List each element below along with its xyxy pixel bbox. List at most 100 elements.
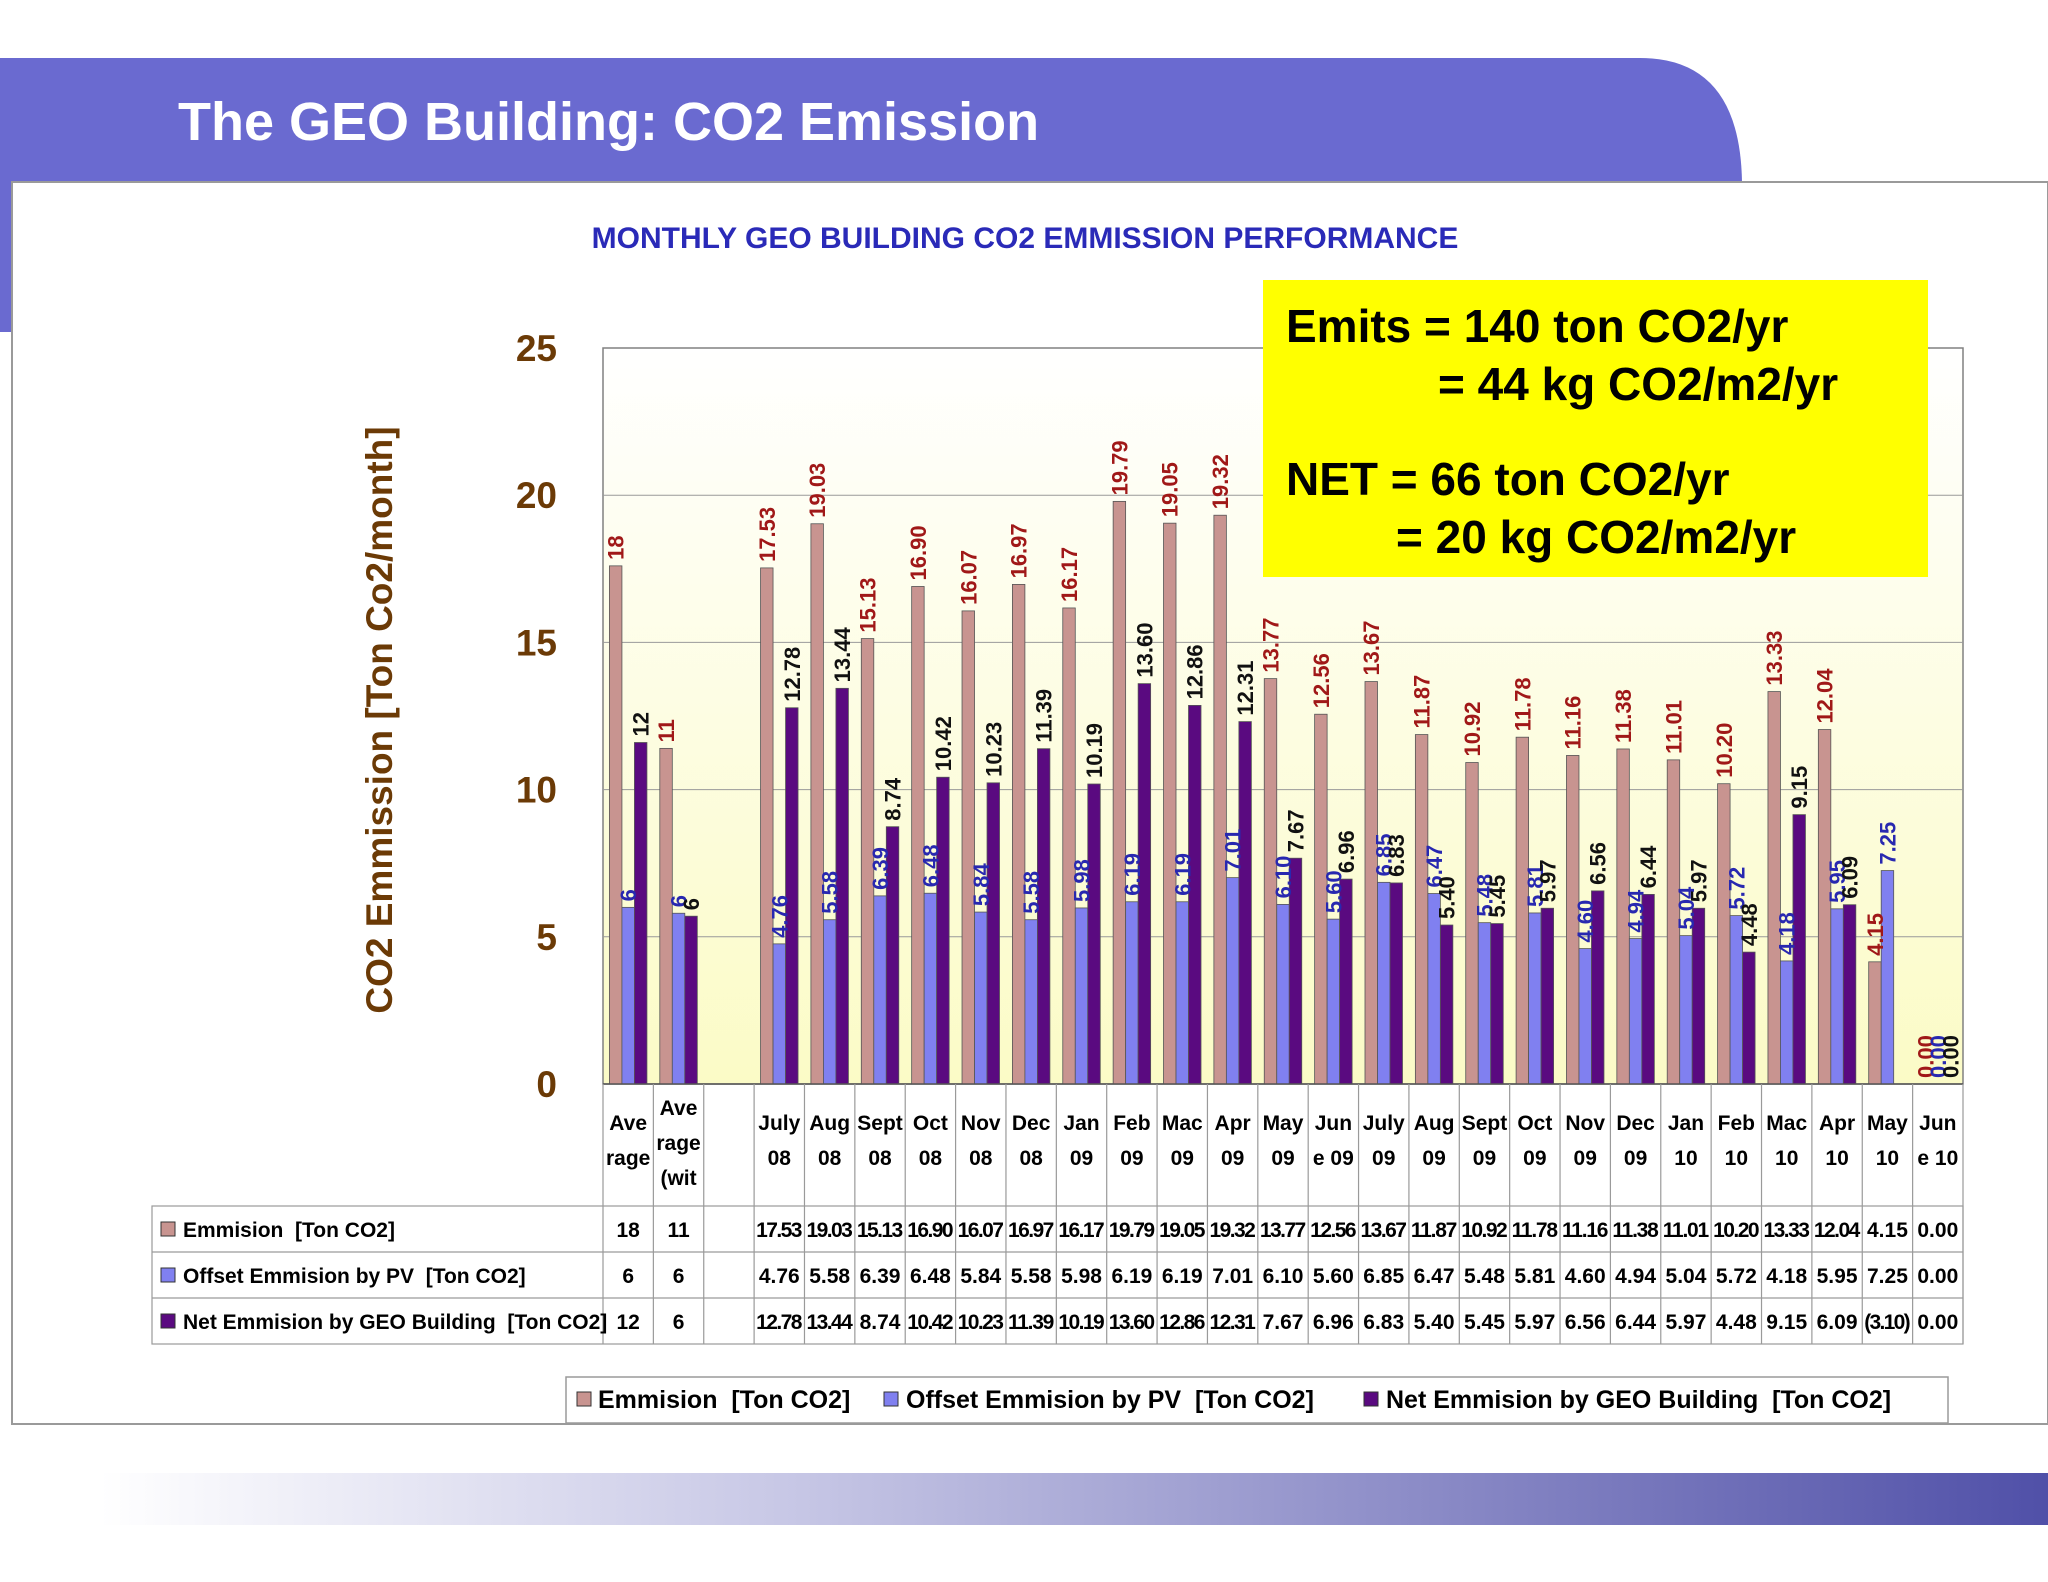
table-cell: 13.60 — [1109, 1311, 1155, 1334]
offset-bar-label: 6.47 — [1422, 845, 1447, 888]
category-label: 09 — [1120, 1147, 1143, 1170]
table-row-swatch — [160, 1221, 176, 1237]
table-cell: 6.10 — [1263, 1265, 1304, 1288]
emission-bar-label: 11.16 — [1561, 696, 1586, 750]
category-label: Oct — [1517, 1112, 1552, 1135]
net-bar-label: 5.97 — [1686, 859, 1711, 902]
callout-line-2: = 44 kg CO2/m2/yr — [1438, 358, 1838, 410]
table-cell: 10.92 — [1461, 1219, 1507, 1242]
category-label: Nov — [1565, 1112, 1605, 1135]
callout-line-3: NET = 66 ton CO2/yr — [1286, 453, 1730, 505]
category-label: Mac — [1162, 1112, 1203, 1135]
emission-bar — [1414, 734, 1429, 1085]
offset-bar-label: 5.60 — [1321, 870, 1346, 913]
emission-bar — [1213, 514, 1227, 1085]
emission-bar-label: 16.07 — [956, 550, 981, 605]
table-cell: 4.18 — [1766, 1265, 1807, 1288]
category-label: Dec — [1616, 1112, 1655, 1135]
table-cell: 5.60 — [1313, 1265, 1354, 1288]
table-cell: 11.38 — [1612, 1219, 1659, 1242]
table-cell: 4.48 — [1716, 1311, 1757, 1334]
table-cell: 6 — [622, 1265, 634, 1288]
category-label: 10 — [1674, 1147, 1697, 1170]
net-bar-label: 12.31 — [1233, 661, 1258, 716]
legend-label-offset: Offset Emmision by PV [Ton CO2] — [906, 1386, 1314, 1414]
net-bar-label: 9.15 — [1787, 766, 1812, 809]
table-cell: 19.79 — [1109, 1219, 1155, 1242]
net-bar — [936, 776, 950, 1085]
emission-bar — [961, 610, 975, 1085]
category-label: July — [1363, 1112, 1405, 1135]
offset-bar — [1830, 908, 1844, 1085]
net-bar-label: 5.45 — [1485, 875, 1510, 918]
net-bar-label: 6.44 — [1636, 845, 1661, 889]
net-bar-label: 4.48 — [1737, 903, 1762, 946]
table-cell: 6.56 — [1565, 1311, 1606, 1334]
net-bar — [1842, 904, 1857, 1085]
net-bar — [1742, 951, 1756, 1085]
table-cell: 5.81 — [1514, 1265, 1555, 1288]
legend-box — [565, 1376, 1949, 1424]
y-tick-label: 5 — [536, 917, 557, 958]
offset-bar — [1528, 912, 1542, 1085]
offset-bar-label: 4.76 — [767, 895, 792, 938]
emission-bar — [1062, 607, 1076, 1085]
category-label: Feb — [1113, 1112, 1150, 1135]
emission-bar-label: 11.78 — [1510, 677, 1535, 731]
table-cell: 16.97 — [1008, 1219, 1054, 1242]
category-label: 09 — [1221, 1147, 1244, 1170]
category-label: rage — [606, 1147, 650, 1170]
chart-title: MONTHLY GEO BUILDING CO2 EMMISSION PERFO… — [592, 222, 1459, 255]
offset-bar — [1125, 901, 1139, 1085]
emission-bar — [1717, 783, 1731, 1085]
category-label: Oct — [913, 1112, 948, 1135]
category-label: 09 — [1171, 1147, 1194, 1170]
net-bar — [1389, 882, 1403, 1085]
emission-bar-label: 19.05 — [1158, 462, 1183, 517]
offset-bar — [1074, 907, 1089, 1085]
table-cell: 6.48 — [910, 1265, 951, 1288]
emission-bar — [1364, 681, 1378, 1085]
table-row-label: Net Emmision by GEO Building [Ton CO2] — [183, 1311, 607, 1334]
category-label: Apr — [1215, 1112, 1251, 1135]
table-cell: 6 — [673, 1265, 685, 1288]
net-bar-label: 13.60 — [1132, 623, 1157, 678]
emission-bar-label: 17.53 — [755, 507, 780, 562]
table-cell: 5.58 — [1011, 1265, 1052, 1288]
emission-bar-label: 10.20 — [1712, 723, 1737, 778]
category-label: Jan — [1063, 1112, 1099, 1135]
net-bar-label: 6.09 — [1838, 856, 1863, 899]
table-cell: 5.97 — [1514, 1311, 1555, 1334]
table-cell: 10.23 — [958, 1311, 1004, 1334]
net-bar — [1439, 924, 1454, 1085]
table-cell: 4.60 — [1565, 1265, 1606, 1288]
table-cell: 12.04 — [1814, 1219, 1861, 1242]
net-bar — [1036, 748, 1051, 1085]
header-band — [0, 58, 1742, 182]
emission-bar — [1163, 522, 1177, 1085]
offset-bar — [1679, 935, 1693, 1085]
offset-bar — [772, 943, 786, 1085]
category-label: 09 — [1070, 1147, 1093, 1170]
slide-title: The GEO Building: CO2 Emission — [178, 92, 1039, 152]
offset-bar — [1578, 948, 1592, 1085]
offset-bar — [1427, 893, 1441, 1085]
offset-bar-label: 5.58 — [818, 871, 843, 914]
callout-line-4: = 20 kg CO2/m2/yr — [1396, 511, 1796, 563]
table-cell: 5.72 — [1716, 1265, 1757, 1288]
table-cell: 11 — [667, 1219, 690, 1242]
category-labels: AverageAverage(witJuly08Aug08Sept08Oct08… — [606, 1097, 1958, 1190]
emission-bar-label: 12.04 — [1813, 668, 1838, 724]
table-cell: 6.47 — [1414, 1265, 1455, 1288]
legend-label-net: Net Emmision by GEO Building [Ton CO2] — [1386, 1386, 1891, 1414]
offset-bar — [974, 911, 988, 1085]
table-cell: 6.39 — [860, 1265, 901, 1288]
net-bar — [1490, 923, 1504, 1085]
net-bar — [1087, 783, 1101, 1085]
table-cell: 12.78 — [756, 1311, 803, 1334]
net-bar — [634, 742, 648, 1085]
category-label: Aug — [1414, 1112, 1455, 1135]
emission-bar — [609, 565, 623, 1085]
net-bar-label: 6.56 — [1586, 842, 1611, 885]
table-row-label: Emmision [Ton CO2] — [183, 1219, 395, 1242]
